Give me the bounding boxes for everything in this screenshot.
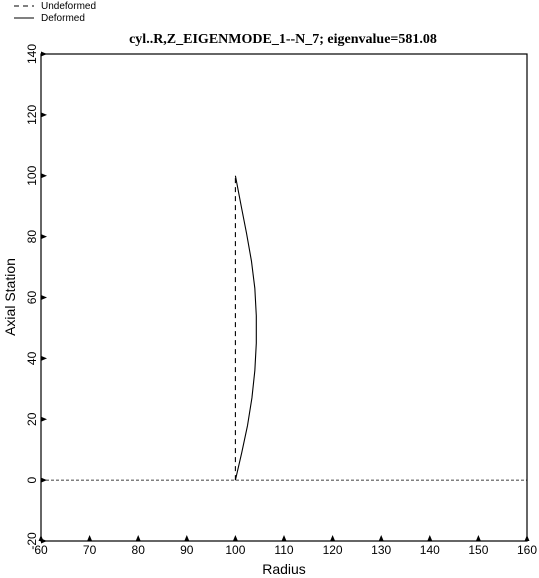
x-tick-mark (475, 535, 481, 541)
x-tick-mark (87, 535, 93, 541)
y-tick-mark (41, 355, 47, 361)
x-tick-label: 140 (420, 543, 440, 557)
legend: Undeformed Deformed (14, 1, 96, 24)
x-tick-label: 120 (323, 543, 343, 557)
x-axis-label: Radius (262, 561, 306, 577)
x-tick-label: 90 (180, 543, 194, 557)
x-tick-label: 110 (274, 543, 293, 557)
y-tick-label: 40 (25, 351, 39, 365)
x-tick-label: 70 (83, 543, 97, 557)
y-tick-mark (41, 538, 47, 544)
x-tick-mark (135, 535, 141, 541)
y-tick-label: 80 (25, 230, 39, 244)
x-tick-label: 80 (132, 543, 146, 557)
x-tick-label: 160 (517, 543, 537, 557)
x-tick-mark (184, 535, 190, 541)
x-tick-label: 130 (371, 543, 391, 557)
y-tick-mark (41, 112, 47, 118)
legend-label-undeformed: Undeformed (41, 1, 96, 12)
y-tick-label: 140 (25, 44, 39, 64)
y-tick-label: 20 (25, 412, 39, 426)
x-tick-mark (378, 535, 384, 541)
chart-title: cyl..R,Z_EIGENMODE_1--N_7; eigenvalue=58… (129, 32, 437, 47)
y-tick-mark (41, 295, 47, 300)
x-tick-label: 150 (468, 543, 488, 557)
x-tick-mark (281, 535, 287, 541)
y-tick-label: 0 (25, 476, 39, 483)
y-tick-label: 100 (25, 165, 39, 185)
plot-frame (40, 53, 528, 542)
legend-label-deformed: Deformed (41, 13, 85, 24)
y-tick-mark (41, 51, 47, 57)
x-tick-mark (330, 535, 336, 541)
y-tick-label: 60 (25, 291, 39, 305)
x-tick-label: 100 (225, 543, 245, 557)
y-tick-mark (41, 416, 47, 422)
y-axis-label: Axial Station (2, 258, 18, 336)
y-tick-mark (41, 234, 47, 240)
series-deformed (234, 175, 257, 481)
x-tick-mark (427, 535, 433, 541)
x-tick-mark (232, 535, 238, 541)
y-tick-mark (41, 173, 47, 179)
x-tick-label: 60 (34, 543, 48, 557)
x-tick-mark (524, 535, 530, 541)
y-tick-label: -20 (25, 532, 39, 550)
y-tick-label: 120 (25, 105, 39, 125)
